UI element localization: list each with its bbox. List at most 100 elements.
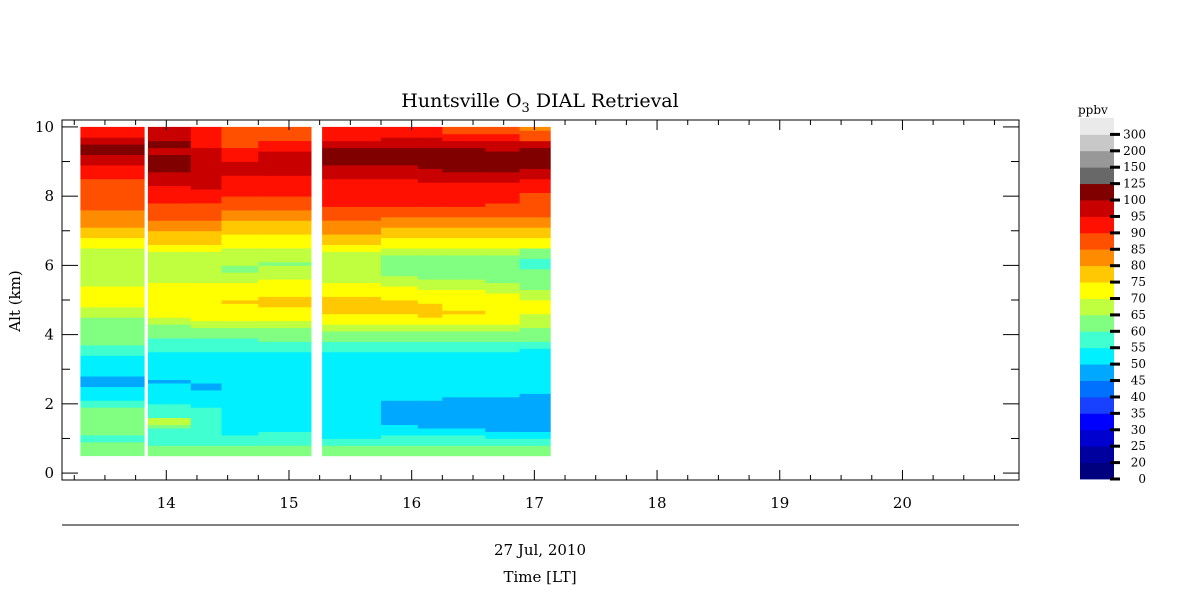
heatmap-cell-5-10 bbox=[322, 282, 382, 297]
colorbar-swatch bbox=[1080, 429, 1114, 447]
heatmap-cell-9-21 bbox=[485, 133, 521, 142]
x-tick-label: 16 bbox=[402, 494, 421, 512]
heatmap-cell-1-19 bbox=[147, 203, 192, 221]
heatmap-cell-2-22 bbox=[190, 126, 222, 142]
heatmap-cell-8-4 bbox=[442, 351, 486, 398]
heatmap-cell-6-9 bbox=[381, 306, 419, 315]
heatmap-cell-1-12 bbox=[147, 293, 192, 318]
heatmap-cell-5-21 bbox=[322, 137, 382, 142]
colorbar-swatch bbox=[1080, 298, 1114, 316]
heatmap-cell-0-21 bbox=[80, 210, 145, 228]
heatmap-cell-7-21 bbox=[417, 137, 443, 149]
heatmap-cell-8-8 bbox=[442, 313, 486, 325]
heatmap-cell-3-2 bbox=[221, 424, 259, 436]
heatmap-cell-6-4 bbox=[381, 351, 419, 401]
heatmap-cell-8-2 bbox=[442, 428, 486, 436]
heatmap-cell-6-5 bbox=[381, 341, 419, 353]
heatmap-cell-1-22 bbox=[147, 154, 192, 173]
heatmap-cell-0-27 bbox=[80, 130, 145, 138]
heatmap-cell-2-12 bbox=[190, 272, 222, 284]
heatmap-cell-10-0 bbox=[519, 445, 551, 457]
heatmap-cell-1-5 bbox=[147, 393, 192, 405]
heatmap-cell-5-18 bbox=[322, 165, 382, 180]
heatmap-cell-3-18 bbox=[221, 161, 259, 176]
heatmap-cell-7-19 bbox=[417, 168, 443, 183]
heatmap-cell-8-6 bbox=[442, 331, 486, 342]
y-tick-label: 2 bbox=[44, 395, 54, 413]
heatmap-cell-0-9 bbox=[80, 355, 145, 363]
colorbar-unit-label: ppbv bbox=[1078, 103, 1108, 117]
heatmap-cell-0-5 bbox=[80, 393, 145, 401]
colorbar-tick-label: 65 bbox=[1131, 308, 1146, 322]
heatmap-cell-7-17 bbox=[417, 206, 443, 218]
heatmap-cell-8-16 bbox=[442, 227, 486, 239]
heatmap-cell-3-15 bbox=[221, 210, 259, 221]
heatmap-cell-2-8 bbox=[190, 327, 222, 339]
heatmap-cell-4-19 bbox=[258, 140, 312, 152]
heatmap-cell-9-6 bbox=[485, 331, 521, 342]
heatmap-cell-4-7 bbox=[258, 306, 312, 322]
heatmap-cell-1-17 bbox=[147, 230, 192, 245]
heatmap-cell-10-11 bbox=[519, 258, 551, 270]
heatmap-cell-1-0 bbox=[147, 445, 192, 457]
heatmap-cell-7-7 bbox=[417, 324, 443, 332]
heatmap-cell-10-1 bbox=[519, 438, 551, 446]
colorbar-swatch bbox=[1080, 380, 1114, 398]
heatmap-cell-6-2 bbox=[381, 424, 419, 436]
heatmap-cell-6-12 bbox=[381, 275, 419, 287]
heatmap-cell-8-18 bbox=[442, 206, 486, 218]
heatmap-cell-2-5 bbox=[190, 383, 222, 391]
heatmap-cell-10-17 bbox=[519, 178, 551, 193]
heatmap-cell-0-2 bbox=[80, 424, 145, 436]
colorbar-tick-label: 150 bbox=[1123, 160, 1146, 174]
heatmap-cell-4-2 bbox=[258, 428, 312, 432]
heatmap-cell-4-1 bbox=[258, 431, 312, 446]
heatmap-cell-9-3 bbox=[485, 396, 521, 432]
heatmap-cell-10-12 bbox=[519, 248, 551, 259]
heatmap-cell-7-5 bbox=[417, 341, 443, 353]
colorbar: 0 20 25 30 35 40 45 50 55 60 65 70 75 80 85 90 95 100 125 1… bbox=[1080, 118, 1146, 486]
heatmap-cell-6-19 bbox=[381, 178, 419, 207]
colorbar-swatch bbox=[1080, 413, 1114, 431]
heatmap-cell-6-16 bbox=[381, 227, 419, 239]
heatmap-cell-8-21 bbox=[442, 147, 486, 173]
heatmap-cell-6-14 bbox=[381, 248, 419, 256]
heatmap-cell-4-14 bbox=[258, 220, 312, 235]
heatmap-cell-5-3 bbox=[322, 351, 382, 436]
heatmap-cell-3-0 bbox=[221, 445, 259, 457]
heatmap-cell-6-0 bbox=[381, 445, 419, 457]
heatmap-cell-3-5 bbox=[221, 327, 259, 339]
heatmap-cell-8-23 bbox=[442, 133, 486, 142]
heatmap-cell-10-10 bbox=[519, 268, 551, 290]
colorbar-tick-label: 200 bbox=[1123, 144, 1146, 158]
heatmap-cell-8-22 bbox=[442, 140, 486, 149]
heatmap-cell-8-3 bbox=[442, 396, 486, 429]
colorbar-swatch bbox=[1080, 331, 1114, 349]
heatmap-cell-8-7 bbox=[442, 324, 486, 332]
heatmap-cell-2-10 bbox=[190, 296, 222, 322]
colorbar-swatch bbox=[1080, 446, 1114, 463]
heatmap-cell-1-21 bbox=[147, 171, 192, 187]
colorbar-tick-label: 60 bbox=[1131, 324, 1146, 338]
colorbar-tick-label: 55 bbox=[1131, 341, 1146, 355]
heatmap-cell-3-16 bbox=[221, 196, 259, 211]
x-tick-label: 20 bbox=[893, 494, 912, 512]
heatmap-cell-1-18 bbox=[147, 220, 192, 232]
heatmap-cell-10-6 bbox=[519, 327, 551, 342]
heatmap-cell-0-23 bbox=[80, 165, 145, 180]
heatmap-cell-5-14 bbox=[322, 234, 382, 245]
heatmap-cell-3-17 bbox=[221, 175, 259, 197]
heatmap-cell-5-19 bbox=[322, 147, 382, 166]
heatmap-cell-6-11 bbox=[381, 286, 419, 301]
heatmap-cell-0-26 bbox=[80, 137, 145, 145]
x-tick-label: 14 bbox=[157, 494, 176, 512]
heatmap-cell-5-5 bbox=[322, 331, 382, 342]
x-tick-label: 17 bbox=[525, 494, 544, 512]
colorbar-swatch bbox=[1080, 200, 1114, 217]
colorbar-swatch bbox=[1080, 462, 1114, 480]
x-tick-label: 15 bbox=[279, 494, 298, 512]
heatmap-cell-7-14 bbox=[417, 237, 443, 249]
heatmap-cell-2-0 bbox=[190, 445, 222, 457]
heatmap-cell-2-9 bbox=[190, 320, 222, 329]
colorbar-tick-label: 40 bbox=[1131, 390, 1146, 404]
